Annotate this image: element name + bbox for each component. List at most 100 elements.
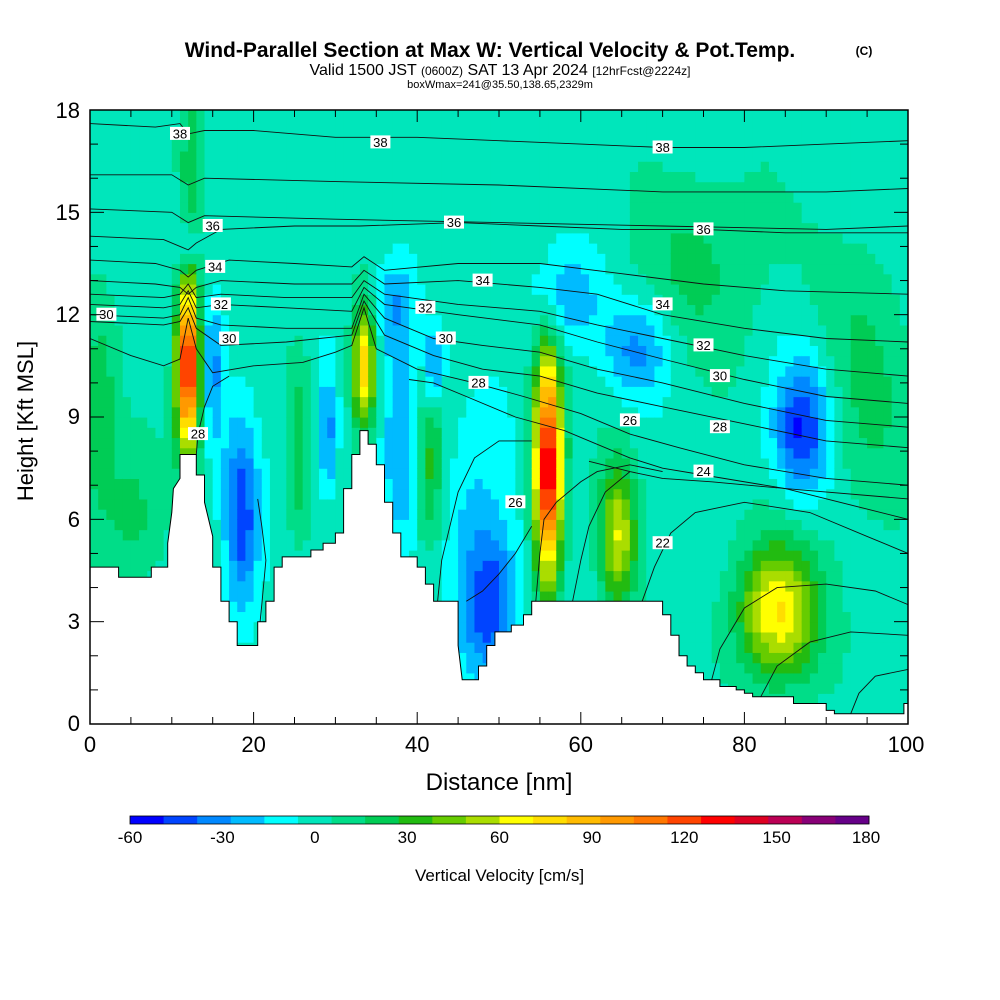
velocity-cell — [237, 539, 247, 551]
velocity-cell — [90, 324, 99, 336]
velocity-cell — [588, 570, 598, 582]
velocity-cell — [752, 406, 762, 418]
velocity-cell — [294, 529, 304, 541]
velocity-cell — [678, 468, 688, 479]
velocity-cell — [90, 273, 99, 285]
velocity-cell — [556, 263, 566, 275]
velocity-cell — [179, 386, 189, 398]
velocity-cell — [212, 417, 222, 428]
velocity-cell — [106, 120, 116, 132]
velocity-cell — [220, 447, 230, 459]
velocity-cell — [368, 345, 377, 357]
velocity-cell — [384, 150, 394, 162]
velocity-cell — [376, 437, 386, 449]
velocity-cell — [343, 386, 353, 398]
velocity-cell — [245, 345, 255, 357]
velocity-cell — [278, 140, 287, 152]
velocity-cell — [114, 294, 124, 306]
velocity-cell — [564, 120, 574, 132]
velocity-cell — [147, 345, 157, 357]
velocity-cell — [687, 621, 696, 633]
velocity-cell — [678, 120, 688, 132]
velocity-cell — [409, 283, 418, 295]
velocity-cell — [695, 324, 705, 336]
velocity-cell — [613, 478, 623, 490]
velocity-cell — [719, 386, 729, 398]
velocity-cell — [147, 550, 157, 561]
velocity-cell — [548, 314, 557, 326]
velocity-cell — [171, 171, 181, 183]
velocity-cell — [621, 212, 631, 224]
velocity-cell — [482, 324, 492, 336]
velocity-cell — [621, 365, 631, 377]
velocity-cell — [319, 140, 328, 152]
velocity-cell — [719, 570, 729, 582]
velocity-cell — [744, 314, 754, 326]
velocity-cell — [253, 171, 263, 183]
velocity-cell — [319, 181, 328, 193]
velocity-cell — [351, 120, 361, 132]
velocity-cell — [572, 539, 582, 551]
velocity-cell — [359, 140, 369, 152]
velocity-cell — [278, 130, 287, 142]
velocity-cell — [458, 611, 467, 623]
velocity-cell — [466, 519, 476, 531]
velocity-cell — [752, 539, 762, 551]
velocity-cell — [327, 243, 336, 254]
velocity-cell — [564, 560, 574, 572]
velocity-cell — [392, 427, 402, 439]
velocity-cell — [229, 120, 238, 132]
velocity-cell — [139, 335, 148, 346]
velocity-cell — [139, 365, 148, 377]
velocity-cell — [253, 478, 263, 490]
velocity-cell — [319, 355, 328, 367]
velocity-cell — [523, 263, 533, 275]
velocity-cell — [760, 662, 770, 674]
velocity-cell — [597, 396, 606, 408]
velocity-cell — [629, 550, 639, 561]
velocity-cell — [392, 468, 402, 479]
velocity-cell — [507, 232, 516, 244]
velocity-cell — [343, 468, 353, 479]
velocity-cell — [269, 550, 279, 561]
velocity-cell — [106, 110, 116, 121]
velocity-cell — [343, 355, 353, 367]
velocity-cell — [695, 652, 705, 664]
velocity-cell — [588, 140, 598, 152]
velocity-cell — [564, 243, 574, 254]
velocity-cell — [482, 130, 492, 142]
velocity-cell — [114, 202, 124, 213]
velocity-cell — [384, 181, 394, 193]
velocity-cell — [441, 355, 451, 367]
velocity-cell — [695, 488, 705, 500]
velocity-cell — [654, 427, 664, 439]
velocity-cell — [638, 304, 647, 316]
velocity-cell — [482, 294, 492, 306]
velocity-cell — [449, 396, 459, 408]
velocity-cell — [359, 243, 369, 254]
velocity-cell — [662, 519, 672, 531]
velocity-cell — [744, 191, 754, 203]
velocity-cell — [237, 263, 247, 275]
velocity-cell — [490, 202, 500, 213]
velocity-cell — [106, 335, 116, 346]
velocity-cell — [711, 437, 721, 449]
velocity-cell — [744, 621, 754, 633]
velocity-cell — [147, 243, 157, 254]
velocity-cell — [368, 324, 377, 336]
velocity-cell — [269, 488, 279, 500]
velocity-cell — [760, 161, 770, 172]
velocity-cell — [114, 417, 124, 428]
velocity-cell — [474, 570, 484, 582]
velocity-cell — [654, 324, 664, 336]
velocity-cell — [482, 283, 492, 295]
velocity-cell — [269, 222, 279, 234]
velocity-cell — [728, 580, 737, 592]
velocity-cell — [744, 263, 754, 275]
velocity-cell — [719, 550, 729, 561]
velocity-cell — [744, 631, 754, 643]
velocity-cell — [343, 478, 353, 490]
velocity-cell — [400, 365, 410, 377]
velocity-cell — [605, 570, 615, 582]
velocity-cell — [98, 396, 107, 408]
